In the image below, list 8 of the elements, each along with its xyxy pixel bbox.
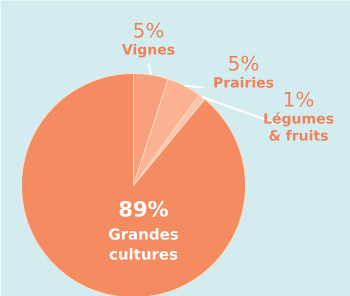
slice-label: Légumes & fruits [263, 112, 334, 144]
slice-label: Grandes cultures [108, 226, 179, 264]
slice-label: Vignes [122, 42, 176, 58]
data-label: 89% [118, 198, 169, 222]
data-label: 5% [228, 52, 260, 76]
data-label: 1% [282, 88, 314, 112]
data-label: 5% [132, 18, 164, 42]
slice-label: Prairies [213, 76, 274, 92]
